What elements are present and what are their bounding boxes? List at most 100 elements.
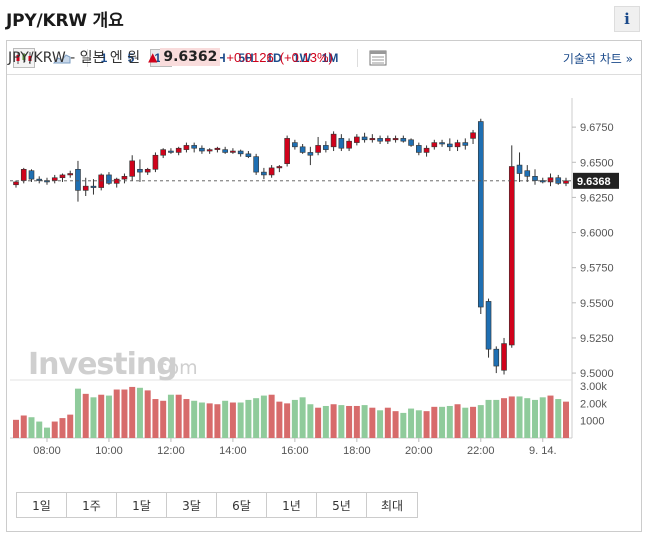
- instrument-name: JPY/KRW - 일본 엔 원: [8, 50, 141, 66]
- volume-bar: [59, 418, 66, 438]
- candle-body: [183, 145, 190, 150]
- timeframe-5[interactable]: 5: [127, 51, 135, 65]
- candle-body: [385, 138, 391, 142]
- brand-watermark-suffix: .com: [151, 357, 198, 379]
- candle-body: [152, 154, 159, 170]
- candle-body: [144, 168, 151, 173]
- timeframe-1w[interactable]: 1W: [293, 51, 311, 65]
- candle-body: [245, 153, 252, 157]
- range-button[interactable]: 1주: [67, 493, 117, 517]
- candle-body: [36, 178, 43, 181]
- range-button[interactable]: 1달: [117, 493, 167, 517]
- last-price: 9.6362: [160, 48, 221, 66]
- candle-body: [98, 174, 105, 188]
- candle-body: [59, 174, 66, 179]
- table-icon[interactable]: [367, 48, 389, 68]
- range-button[interactable]: 1년: [267, 493, 317, 517]
- volume-bar: [330, 404, 337, 438]
- volume-bar: [160, 400, 167, 438]
- candle-body: [323, 145, 329, 150]
- candle-body: [524, 170, 531, 177]
- range-selector: 1일 1주 1달 3달 6달 1년 5년 최대: [16, 492, 418, 518]
- timeframe-1[interactable]: 1: [100, 51, 108, 65]
- volume-bar: [524, 398, 531, 438]
- candlestick-icon[interactable]: [13, 48, 35, 68]
- candle-body: [408, 139, 414, 146]
- range-button[interactable]: 6달: [217, 493, 267, 517]
- range-button[interactable]: 3달: [167, 493, 217, 517]
- candle-body: [423, 147, 430, 153]
- candle-body: [354, 136, 360, 143]
- volume-bar: [555, 399, 562, 438]
- volume-bar: [191, 400, 198, 438]
- candle-body: [462, 142, 469, 146]
- price-change: +0.0126: [226, 49, 274, 65]
- volume-bar: [13, 419, 19, 438]
- candle-body: [106, 174, 112, 184]
- volume-bar: [485, 399, 492, 438]
- x-tick-label: 10:00: [95, 445, 123, 457]
- candle-body: [261, 171, 267, 176]
- volume-bar: [222, 400, 229, 438]
- candle-body: [501, 343, 507, 371]
- volume-bar: [98, 394, 105, 438]
- candle-body: [113, 178, 120, 184]
- volume-bar: [299, 397, 306, 438]
- volume-bar: [36, 421, 43, 438]
- volume-bar: [477, 405, 484, 438]
- candle-body: [563, 180, 569, 184]
- candle-body: [214, 147, 221, 150]
- volume-bar: [501, 398, 508, 438]
- candle-body: [400, 138, 407, 142]
- volume-bar: [539, 397, 546, 438]
- volume-bar: [67, 414, 74, 438]
- candle-body: [121, 176, 128, 180]
- range-button[interactable]: 최대: [380, 498, 404, 513]
- candle-body: [361, 136, 368, 141]
- range-button[interactable]: 1일: [17, 493, 67, 517]
- brand-watermark: Investing: [28, 347, 177, 382]
- volume-bar: [51, 421, 58, 438]
- volume-bar: [423, 411, 430, 438]
- volume-bar: [43, 427, 50, 438]
- volume-bar: [229, 402, 236, 438]
- volume-bar: [74, 388, 81, 438]
- info-button[interactable]: i: [614, 6, 640, 32]
- volume-bar: [508, 396, 515, 438]
- volume-bar: [307, 404, 314, 438]
- candle-body: [253, 156, 259, 173]
- candle-body: [137, 168, 143, 173]
- candle-body: [129, 160, 135, 177]
- volume-tick-label: 2.00k: [580, 398, 607, 410]
- candle-body: [539, 180, 546, 183]
- timeframe-1d[interactable]: 1D: [266, 51, 282, 65]
- volume-bar: [152, 399, 159, 438]
- volume-bar: [28, 417, 35, 438]
- volume-bar: [446, 405, 453, 438]
- candle-body: [222, 149, 228, 153]
- volume-bar: [253, 398, 260, 438]
- y-tick-label: 9.6750: [580, 122, 614, 134]
- candle-body: [346, 140, 352, 149]
- volume-bar: [400, 412, 407, 438]
- candle-body: [206, 149, 213, 152]
- candle-body: [532, 176, 538, 181]
- candle-body: [315, 145, 321, 153]
- timeframe-1m[interactable]: 1M: [321, 51, 339, 65]
- candle-body: [268, 167, 275, 176]
- volume-tick-label: 1000: [580, 416, 604, 428]
- y-tick-label: 9.5250: [580, 333, 614, 345]
- timeframe-5h[interactable]: 5H: [238, 51, 254, 65]
- volume-bar: [198, 402, 205, 438]
- candle-body: [338, 138, 345, 149]
- y-tick-label: 9.6000: [580, 228, 614, 240]
- range-button[interactable]: 5년: [317, 493, 367, 517]
- candle-body: [82, 185, 89, 191]
- volume-bar: [260, 395, 267, 438]
- technical-chart-link[interactable]: 기술적 차트 »: [562, 52, 633, 66]
- volume-bar: [361, 405, 368, 438]
- area-chart-icon[interactable]: [51, 48, 73, 68]
- volume-bar: [175, 394, 182, 438]
- x-tick-label: 22:00: [467, 445, 495, 457]
- volume-bar: [439, 406, 446, 438]
